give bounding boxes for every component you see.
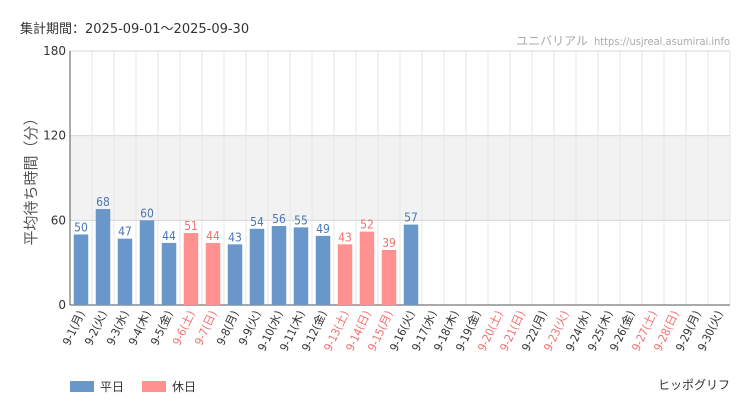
bar-value-label: 39 <box>382 236 396 250</box>
bar <box>337 244 353 305</box>
y-axis-label: 平均待ち時間（分） <box>22 110 40 245</box>
bar <box>271 225 287 305</box>
bar-value-label: 57 <box>404 211 418 225</box>
bar-value-label: 50 <box>74 220 88 234</box>
site-credit: ユニバリアル https://usjreal.asumirai.info <box>516 32 730 49</box>
bar-value-label: 55 <box>294 213 308 227</box>
bar-value-label: 52 <box>360 218 374 232</box>
bar-value-label: 60 <box>140 206 154 220</box>
bar-value-label: 44 <box>206 229 220 243</box>
y-tick-label: 0 <box>58 298 66 312</box>
site-url: https://usjreal.asumirai.info <box>594 35 730 48</box>
bar <box>161 242 177 305</box>
chart-legend: 平日 休日 <box>70 378 196 395</box>
legend-item-holiday: 休日 <box>142 378 196 395</box>
bar <box>227 244 243 305</box>
bar-value-label: 43 <box>228 230 242 244</box>
bar-value-label: 44 <box>162 229 176 243</box>
legend-item-weekday: 平日 <box>70 378 124 395</box>
bar-value-label: 68 <box>96 195 110 209</box>
bar-value-label: 51 <box>184 219 198 233</box>
bar <box>205 242 221 305</box>
site-name: ユニバリアル <box>516 34 588 48</box>
bar <box>293 227 309 305</box>
weekday-legend-label: 平日 <box>100 380 125 394</box>
weekday-swatch <box>70 381 94 392</box>
bar-value-label: 47 <box>118 225 132 239</box>
y-tick-label: 60 <box>51 213 66 227</box>
bar <box>95 209 111 305</box>
y-tick-label: 120 <box>43 129 66 143</box>
bar <box>117 238 133 305</box>
bar <box>73 234 89 305</box>
bar-value-label: 56 <box>272 212 286 226</box>
period-label: 集計期間：2025-09-01～2025-09-30 <box>20 22 250 37</box>
bar <box>403 224 419 305</box>
y-tick-label: 180 <box>43 44 66 58</box>
bar-value-label: 54 <box>250 215 264 229</box>
bar <box>381 249 397 305</box>
holiday-swatch <box>142 381 167 392</box>
attraction-name: ヒッポグリフ <box>657 378 730 392</box>
bar <box>315 235 331 305</box>
bar <box>183 233 199 305</box>
bar-value-label: 49 <box>316 222 330 236</box>
holiday-legend-label: 休日 <box>172 380 197 394</box>
bar <box>139 220 155 305</box>
bar <box>249 228 265 305</box>
bar <box>359 231 375 305</box>
bar-value-label: 43 <box>338 230 352 244</box>
